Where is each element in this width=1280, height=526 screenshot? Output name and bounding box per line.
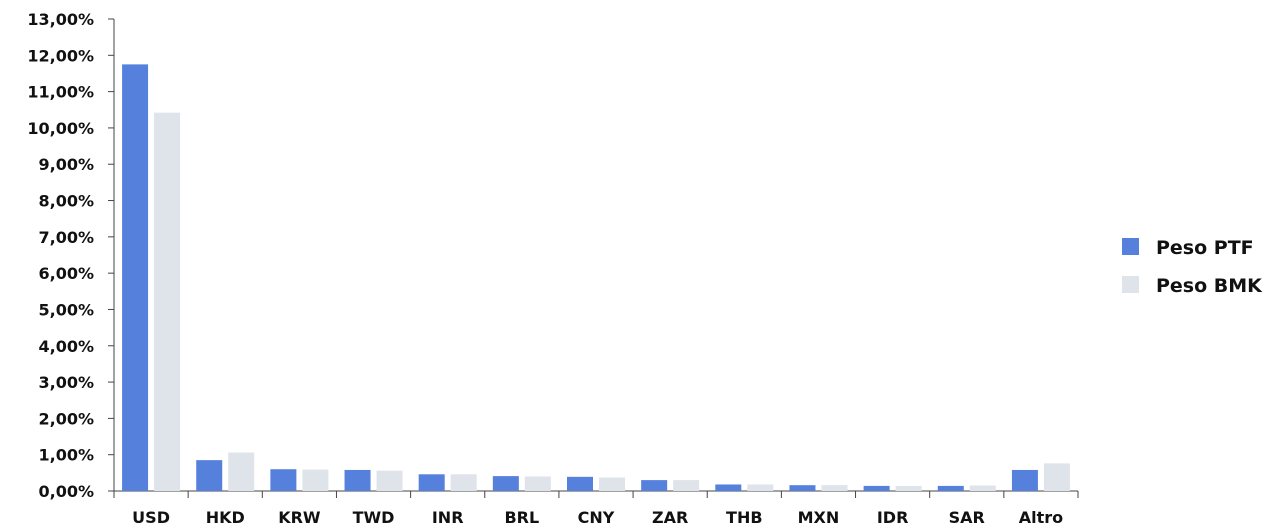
- bar-bmk-krw[interactable]: [302, 469, 329, 491]
- bar-bmk-cny[interactable]: [599, 477, 625, 491]
- y-tick-label: 2,00%: [38, 409, 94, 428]
- x-category-label: BRL: [504, 508, 539, 526]
- x-category-label: Altro: [1019, 508, 1063, 526]
- y-tick-label: 1,00%: [38, 446, 94, 465]
- bar-bmk-altro[interactable]: [1043, 463, 1070, 491]
- bar-bmk-twd[interactable]: [376, 470, 403, 491]
- y-tick-label: 13,00%: [27, 10, 94, 29]
- y-tick-label: 9,00%: [38, 155, 94, 174]
- y-tick-label: 5,00%: [38, 300, 94, 319]
- y-tick-label: 6,00%: [38, 264, 94, 283]
- legend: Peso PTF Peso BMK: [1122, 237, 1263, 297]
- bar-bmk-inr[interactable]: [450, 474, 477, 491]
- legend-swatch: [1122, 238, 1139, 255]
- x-category-label: ZAR: [652, 508, 688, 526]
- bar-ptf-brl[interactable]: [492, 476, 519, 491]
- y-tick-label: 11,00%: [27, 83, 94, 102]
- bar-ptf-idr[interactable]: [863, 485, 890, 491]
- y-tick-label: 4,00%: [38, 337, 94, 356]
- bar-ptf-mxn[interactable]: [789, 485, 816, 491]
- x-category-label: KRW: [278, 508, 321, 526]
- bar-bmk-thb[interactable]: [747, 484, 774, 491]
- bar-ptf-inr[interactable]: [418, 474, 445, 491]
- y-tick-label: 0,00%: [38, 482, 94, 501]
- y-tick-label: 8,00%: [38, 192, 94, 211]
- x-category-label: HKD: [206, 508, 245, 526]
- x-category-label: SAR: [949, 508, 985, 526]
- x-category-label: INR: [432, 508, 464, 526]
- x-category-label: CNY: [578, 508, 615, 526]
- bar-ptf-altro[interactable]: [1011, 469, 1038, 491]
- x-category-label: TWD: [353, 508, 395, 526]
- x-category-label: USD: [132, 508, 170, 526]
- y-tick-label: 12,00%: [27, 46, 94, 65]
- bar-ptf-krw[interactable]: [270, 469, 297, 491]
- bar-ptf-usd[interactable]: [122, 64, 149, 491]
- bar-ptf-zar[interactable]: [641, 480, 668, 491]
- bar-bmk-zar[interactable]: [673, 480, 700, 491]
- bars: [122, 64, 1070, 492]
- bar-ptf-hkd[interactable]: [196, 460, 223, 491]
- bar-bmk-usd[interactable]: [154, 112, 181, 492]
- bar-bmk-mxn[interactable]: [821, 485, 848, 491]
- y-tick-label: 3,00%: [38, 373, 94, 392]
- x-category-label: IDR: [877, 508, 909, 526]
- bar-bmk-brl[interactable]: [524, 476, 551, 491]
- y-tick-label: 10,00%: [27, 119, 94, 138]
- x-category-label: THB: [726, 508, 763, 526]
- y-tick-label: 7,00%: [38, 228, 94, 247]
- bar-bmk-sar[interactable]: [969, 485, 996, 491]
- legend-label: Peso PTF: [1156, 237, 1254, 259]
- bar-ptf-sar[interactable]: [937, 485, 964, 491]
- bar-ptf-twd[interactable]: [344, 469, 371, 491]
- y-axis: 0,00% 1,00% 2,00% 3,00% 4,00% 5,00% 6,00% 7,00%…: [27, 10, 115, 501]
- legend-swatch: [1122, 276, 1139, 293]
- x-category-label: MXN: [798, 508, 840, 526]
- bar-bmk-idr[interactable]: [895, 485, 922, 491]
- x-axis: USD HKD KRW TWD INR BRL CNY ZAR THB MXN IDR SAR Altr…: [113, 490, 1079, 526]
- bar-ptf-thb[interactable]: [715, 484, 742, 491]
- bar-bmk-hkd[interactable]: [228, 452, 255, 491]
- bar-ptf-cny[interactable]: [567, 476, 593, 491]
- legend-label: Peso BMK: [1156, 275, 1263, 297]
